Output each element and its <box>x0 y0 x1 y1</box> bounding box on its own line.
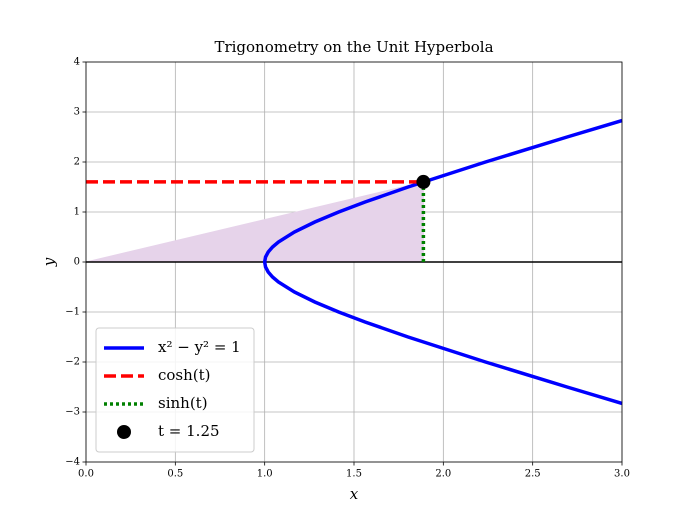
y-tick-label: 1 <box>74 207 80 218</box>
x-tick-label: 0.5 <box>167 469 183 480</box>
legend-label: x² − y² = 1 <box>158 338 241 356</box>
legend-label: t = 1.25 <box>158 422 220 440</box>
legend-box <box>95 327 255 453</box>
series-line <box>262 118 623 406</box>
chart-title: Trigonometry on the Unit Hyperbola <box>214 38 493 56</box>
y-tick-label: −3 <box>65 407 80 418</box>
legend-label: cosh(t) <box>158 366 211 384</box>
y-axis-label: y <box>40 257 58 267</box>
y-tick-label: 2 <box>74 157 80 168</box>
x-axis-label: x <box>350 485 359 503</box>
y-tick-label: 0 <box>74 257 80 268</box>
y-tick-label: −2 <box>65 357 80 368</box>
legend-label: sinh(t) <box>158 394 208 412</box>
y-tick-label: −4 <box>65 457 80 468</box>
x-tick-label: 1.5 <box>346 469 362 480</box>
point <box>416 174 431 189</box>
x-tick-label: 2.0 <box>435 469 451 480</box>
x-tick-label: 3.0 <box>614 469 630 480</box>
plot-frame <box>85 61 623 463</box>
y-tick-label: −1 <box>65 307 80 318</box>
y-tick-label: 4 <box>74 57 80 68</box>
y-tick-label: 3 <box>74 107 80 118</box>
x-tick-label: 1.0 <box>257 469 273 480</box>
legend-marker <box>117 425 131 439</box>
shaded-area <box>85 181 424 263</box>
x-tick-label: 2.5 <box>525 469 541 480</box>
x-tick-label: 0.0 <box>78 469 94 480</box>
